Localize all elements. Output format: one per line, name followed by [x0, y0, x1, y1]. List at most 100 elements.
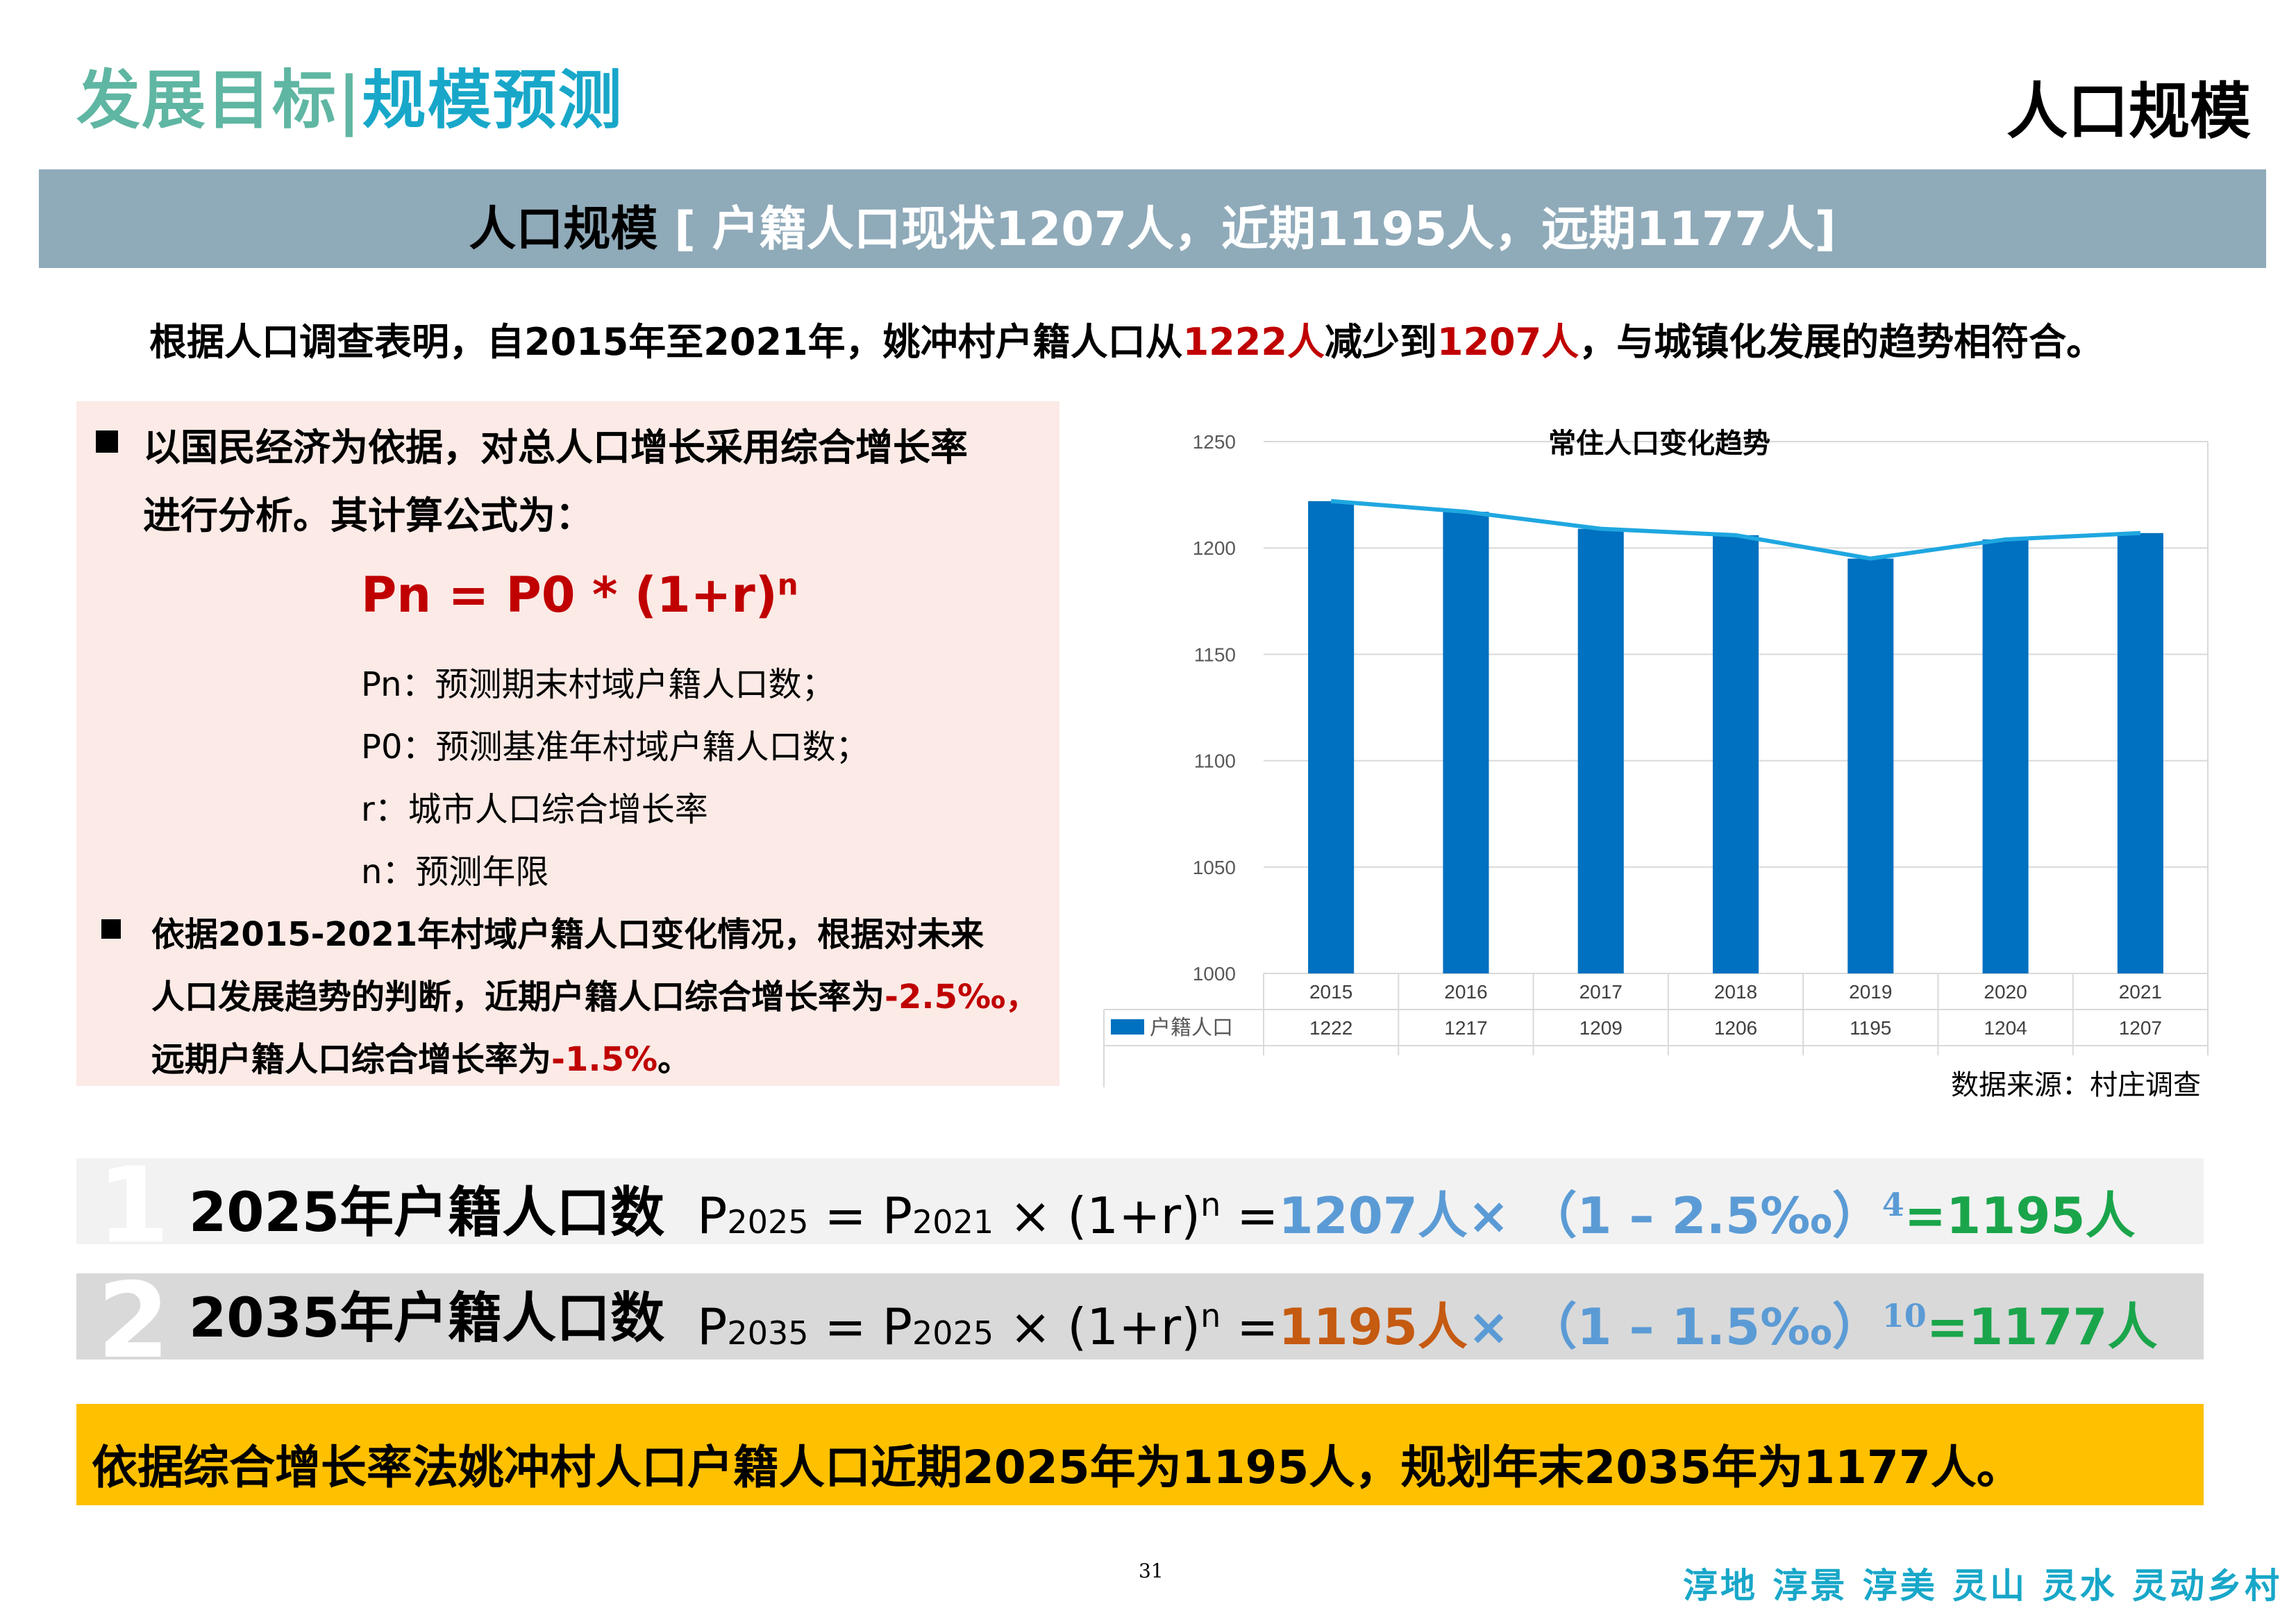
legend-label: 户籍人口	[1150, 1016, 1233, 1039]
formula-growth: × (1+r)	[994, 1298, 1201, 1356]
banner-title: 人口规模	[469, 202, 658, 257]
formula-p: P	[697, 1298, 728, 1356]
bar	[1443, 512, 1489, 973]
y-tick-label: 1200	[1193, 537, 1236, 559]
formula-p: P	[882, 1187, 913, 1245]
formula-equals: =	[808, 1187, 882, 1245]
method-bullet2-line3-suffix: 。	[657, 1040, 692, 1079]
forecast-row-2025	[76, 1158, 2204, 1244]
bar	[1982, 539, 2029, 973]
forecast-number: 2	[97, 1261, 170, 1382]
method-bullet2-line3-prefix: 远期户籍人口综合增长率为	[151, 1040, 552, 1079]
data-label: 1222	[1309, 1017, 1352, 1039]
formula-main-text: Pn = P0 * (1+r)	[361, 567, 778, 623]
method-bullet2-line2-prefix: 人口发展趋势的判断，近期户籍人口综合增长率为	[151, 978, 885, 1016]
formula-power: 4	[1882, 1186, 1904, 1223]
x-tick-label: 2018	[1714, 981, 1757, 1003]
section-title-separator: |	[337, 63, 362, 137]
formula-subscript: 2025	[912, 1314, 994, 1352]
data-label: 1204	[1984, 1017, 2027, 1039]
method-bullet2-line2: 人口发展趋势的判断，近期户籍人口综合增长率为-2.5‰，	[151, 969, 1039, 1018]
formula-result: =1177人	[1926, 1298, 2158, 1356]
data-label: 1217	[1444, 1017, 1487, 1039]
legend-swatch	[1111, 1019, 1144, 1035]
data-source: 数据来源：村庄调查	[1951, 1069, 2201, 1101]
section-title-part1: 发展目标	[76, 63, 338, 137]
formula-equals: =	[1221, 1187, 1279, 1245]
square-bullet-icon	[96, 430, 118, 453]
y-tick-label: 1050	[1193, 857, 1236, 878]
intro-mid: 减少到	[1324, 320, 1437, 364]
data-label: 1209	[1579, 1017, 1623, 1039]
formula-subscript: 2025	[727, 1203, 809, 1241]
formula-growth: × (1+r)	[994, 1187, 1201, 1245]
x-tick-label: 2020	[1984, 981, 2027, 1003]
intro-from-value: 1222人	[1182, 320, 1325, 364]
forecast-label: 2035年户籍人口数	[189, 1287, 665, 1350]
formula-exponent: n	[1200, 1297, 1221, 1334]
x-tick-label: 2015	[1309, 981, 1352, 1003]
forecast-formula: P2025 = P2021 × (1+r)n =1207人× （1 – 2.5‰…	[697, 1175, 2136, 1248]
formula-p: P	[882, 1298, 913, 1356]
population-chart: 1000 1050 1100 1150 1200 1250 常住人口变化趋势 2015 1222…	[1103, 428, 2209, 1087]
banner-text: 人口规模 [ 户籍人口现状1207人，近期1195人，远期1177人]	[39, 190, 2266, 259]
formula-equals: =	[808, 1298, 882, 1356]
conclusion-text: 依据综合增长率法姚冲村人口户籍人口近期2025年为1195人，规划年末2035年…	[92, 1441, 2022, 1494]
forecast-label: 2025年户籍人口数	[189, 1182, 665, 1244]
near-rate: -2.5‰，	[885, 978, 1039, 1016]
trend-line	[1330, 499, 2140, 561]
data-label: 1207	[2119, 1017, 2162, 1039]
far-rate: -1.5%	[551, 1040, 658, 1079]
formula-subscript: 2035	[727, 1314, 809, 1352]
bar	[2117, 533, 2163, 973]
forecast-formula: P2035 = P2025 × (1+r)n =1195人× （1 – 1.5‰…	[697, 1286, 2158, 1359]
data-label: 1206	[1714, 1017, 1757, 1039]
formula-main: Pn = P0 * (1+r)n	[361, 567, 798, 623]
method-box: 以国民经济为依据，对总人口增长采用综合增长率 进行分析。其计算公式为： Pn =…	[76, 401, 1059, 1086]
page-title: 人口规模	[2006, 76, 2251, 147]
x-tick-label: 2021	[2119, 981, 2162, 1003]
conclusion-box: 依据综合增长率法姚冲村人口户籍人口近期2025年为1195人，规划年末2035年…	[76, 1404, 2204, 1505]
x-tick-label: 2017	[1579, 981, 1623, 1003]
data-label: 1195	[1850, 1017, 1891, 1039]
formula-result: =1195人	[1904, 1187, 2136, 1245]
formula-exponent: n	[1200, 1186, 1221, 1223]
title-banner: 人口规模 [ 户籍人口现状1207人，近期1195人，远期1177人]	[39, 169, 2266, 268]
method-bullet1-line1: 以国民经济为依据，对总人口增长采用综合增长率	[143, 426, 968, 469]
method-bullet2-line1: 依据2015-2021年村域户籍人口变化情况，根据对未来	[151, 915, 984, 954]
definition-p0: P0：预测基准年村域户籍人口数；	[361, 728, 869, 767]
forecast-row-2035	[76, 1273, 2204, 1359]
definition-n: n：预测年限	[361, 853, 549, 891]
intro-to-value: 1207人	[1436, 320, 1579, 364]
intro-prefix: 根据人口调查表明，自2015年至2021年，姚冲村户籍人口从	[149, 320, 1183, 364]
y-tick-label: 1150	[1194, 644, 1236, 665]
method-bullet2-line3: 远期户籍人口综合增长率为-1.5%。	[151, 1032, 691, 1080]
y-tick-label: 1250	[1193, 431, 1236, 453]
banner-detail: [ 户籍人口现状1207人，近期1195人，远期1177人]	[657, 202, 1836, 257]
slogan: 淳地 淳景 淳美 灵山 灵水 灵动乡村	[1682, 1565, 2282, 1606]
definition-pn: Pn：预测期末村域户籍人口数；	[361, 665, 835, 704]
formula-main-exponent: n	[777, 567, 798, 602]
formula-base-value: 1207人	[1278, 1187, 1468, 1245]
formula-power: 10	[1882, 1297, 1927, 1334]
square-bullet-icon	[101, 919, 121, 939]
formula-equals: =	[1221, 1298, 1279, 1356]
y-tick-label: 1100	[1194, 751, 1236, 772]
bar	[1308, 501, 1355, 973]
formula-p: P	[697, 1187, 728, 1245]
page-number: 31	[1139, 1559, 1164, 1582]
section-title: 发展目标|规模预测	[76, 49, 623, 141]
x-tick-label: 2019	[1849, 981, 1892, 1003]
formula-subscript: 2021	[912, 1203, 994, 1241]
method-bullet1-line2: 进行分析。其计算公式为：	[143, 494, 593, 537]
bar	[1847, 558, 1894, 973]
section-title-part2: 规模预测	[362, 63, 623, 137]
x-tick-label: 2016	[1444, 981, 1487, 1003]
intro-suffix: ，与城镇化发展的趋势相符合。	[1579, 320, 2104, 364]
intro-text: 根据人口调查表明，自2015年至2021年，姚冲村户籍人口从1222人减少到12…	[149, 311, 2104, 366]
bar	[1577, 528, 1624, 973]
chart-title: 常住人口变化趋势	[1548, 428, 1770, 459]
formula-multiplier: × （1 – 2.5‰）	[1467, 1187, 1882, 1245]
formula-base-value: 1195人	[1278, 1298, 1468, 1356]
formula-multiplier: × （1 – 1.5‰）	[1467, 1298, 1882, 1356]
